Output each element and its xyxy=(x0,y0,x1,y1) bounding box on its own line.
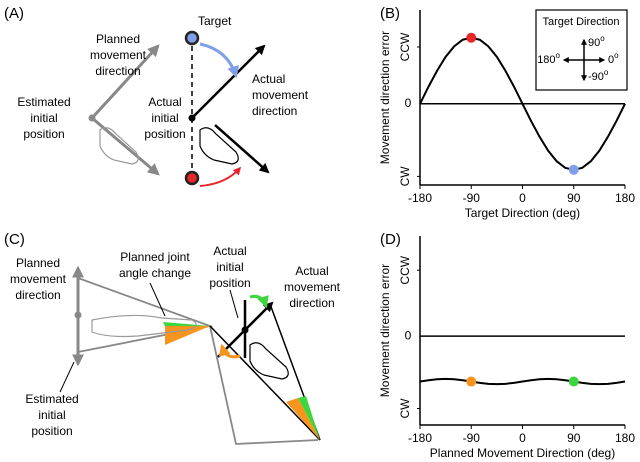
y-axis-title: Movement direction error xyxy=(378,264,392,397)
inset-label: 180o xyxy=(537,51,560,66)
panel-label: (A) xyxy=(4,5,24,22)
label: initial xyxy=(216,260,243,274)
label: Actual xyxy=(213,244,246,258)
diagram-c: Planned joint angle change Planned movem… xyxy=(10,244,341,445)
label: initial xyxy=(30,111,57,125)
y-tick-label: CW xyxy=(398,166,412,187)
label: Estimated xyxy=(25,392,78,406)
x-tick-label: -90 xyxy=(463,431,481,445)
data-point xyxy=(466,376,477,387)
label: Target xyxy=(198,14,232,28)
inset-label: -90o xyxy=(588,68,609,83)
label: direction xyxy=(289,296,334,310)
label: movement xyxy=(90,48,147,62)
degree-mark: o xyxy=(614,51,619,60)
label: position xyxy=(209,276,250,290)
label: Planned joint xyxy=(120,250,190,264)
label: initial xyxy=(38,408,65,422)
label: direction xyxy=(15,288,60,302)
x-tick-label: 90 xyxy=(567,191,581,205)
label: movement xyxy=(284,280,341,294)
data-point xyxy=(568,164,579,175)
x-tick-label: 0 xyxy=(519,191,526,205)
y-tick-label: CCW xyxy=(398,255,412,284)
x-tick-label: -180 xyxy=(408,431,432,445)
diagram-a: Target Planned movement direction Actual… xyxy=(17,14,309,187)
x-tick-label: -90 xyxy=(463,191,481,205)
label: direction xyxy=(252,104,297,118)
data-line xyxy=(419,377,626,386)
label: initial xyxy=(151,111,178,125)
direction-value: 180 xyxy=(537,54,555,66)
label: position xyxy=(23,127,64,141)
x-tick-label: 90 xyxy=(567,431,581,445)
label: Planned xyxy=(16,256,60,270)
x-tick-label: 180 xyxy=(615,191,635,205)
data-point xyxy=(568,376,579,387)
inset-title: Target Direction xyxy=(542,16,619,28)
x-tick-label: -180 xyxy=(408,191,432,205)
inset-label: 0o xyxy=(608,51,619,66)
y-axis-title: Movement direction error xyxy=(378,31,392,164)
panel-label: (B) xyxy=(380,5,400,22)
degree-mark: o xyxy=(600,34,605,43)
y-tick-label: 0 xyxy=(405,328,412,342)
label: Planned xyxy=(96,32,140,46)
data-line xyxy=(419,36,626,171)
degree-mark: o xyxy=(556,51,561,60)
direction-value: 0 xyxy=(608,54,614,66)
panel-label: (D) xyxy=(380,231,401,248)
label: Actual xyxy=(295,264,328,278)
x-axis-title: Planned Movement Direction (deg) xyxy=(430,446,615,460)
y-tick-label: CCW xyxy=(398,32,412,61)
y-tick-label: CW xyxy=(398,398,412,419)
x-axis-title: Target Direction (deg) xyxy=(465,206,580,220)
inset-label: 90o xyxy=(588,34,605,49)
label: position xyxy=(31,424,72,438)
degree-mark: o xyxy=(604,68,609,77)
panel-label: (C) xyxy=(4,231,25,248)
x-tick-label: 180 xyxy=(615,431,635,445)
label: position xyxy=(144,127,185,141)
y-tick-label: 0 xyxy=(405,96,412,110)
label: Actual xyxy=(148,95,181,109)
label: Actual xyxy=(252,72,285,86)
label: Estimated xyxy=(17,95,70,109)
label: movement xyxy=(252,88,309,102)
label: angle change xyxy=(119,266,191,280)
data-point xyxy=(466,32,477,43)
direction-value: -90 xyxy=(588,71,604,83)
label: movement xyxy=(10,272,67,286)
label: direction xyxy=(95,64,140,78)
x-tick-label: 0 xyxy=(519,431,526,445)
direction-value: 90 xyxy=(588,37,600,49)
